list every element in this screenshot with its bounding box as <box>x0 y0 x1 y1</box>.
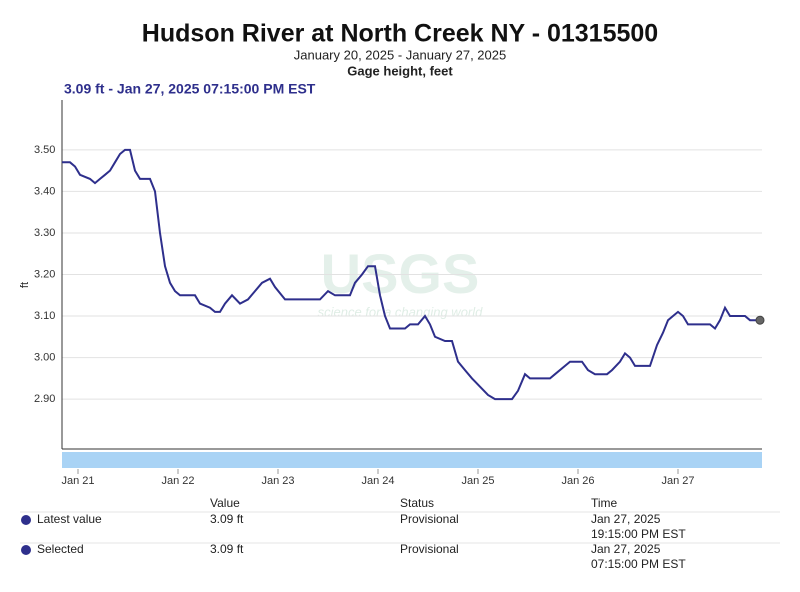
row-status: Provisional <box>400 542 459 556</box>
data-line <box>62 148 760 401</box>
row-time: 19:15:00 PM EST <box>591 527 686 541</box>
chart-title: Hudson River at North Creek NY - 0131550… <box>142 20 658 48</box>
table-header: Time <box>591 496 618 510</box>
table-header: Status <box>400 496 434 510</box>
table-header: Value <box>210 496 240 510</box>
y-tick-label: 3.50 <box>34 144 55 156</box>
row-status: Provisional <box>400 512 459 526</box>
y-tick-label: 2.90 <box>34 393 55 405</box>
y-axis-label: ft <box>19 282 31 288</box>
y-tick-label: 3.20 <box>34 268 55 280</box>
selected-header: 3.09 ft - Jan 27, 2025 07:15:00 PM EST <box>64 81 316 97</box>
latest-point <box>755 315 765 325</box>
x-tick-label: Jan 27 <box>661 475 694 487</box>
watermark-tagline: science for a changing world <box>318 304 484 319</box>
x-tick-label: Jan 26 <box>561 475 594 487</box>
x-tick-label: Jan 24 <box>361 475 394 487</box>
chart-subtitle: January 20, 2025 - January 27, 2025 <box>294 47 506 62</box>
watermark: USGS <box>321 242 480 305</box>
x-tick-label: Jan 25 <box>461 475 494 487</box>
row-label: Selected <box>37 542 84 556</box>
row-label: Latest value <box>37 512 102 526</box>
legend-dot <box>21 545 31 555</box>
y-tick-label: 3.00 <box>34 352 55 364</box>
y-tick-label: 3.40 <box>34 185 55 197</box>
row-time: 07:15:00 PM EST <box>591 557 686 571</box>
parameter-label: Gage height, feet <box>347 63 453 78</box>
row-value: 3.09 ft <box>210 542 244 556</box>
y-tick-label: 3.30 <box>34 227 55 239</box>
row-time: Jan 27, 2025 <box>591 512 661 526</box>
x-tick-label: Jan 22 <box>161 475 194 487</box>
range-selector[interactable] <box>62 452 762 468</box>
x-tick-label: Jan 21 <box>61 475 94 487</box>
row-time: Jan 27, 2025 <box>591 542 661 556</box>
x-tick-label: Jan 23 <box>261 475 294 487</box>
legend-dot <box>21 515 31 525</box>
y-tick-label: 3.10 <box>34 310 55 322</box>
row-value: 3.09 ft <box>210 512 244 526</box>
